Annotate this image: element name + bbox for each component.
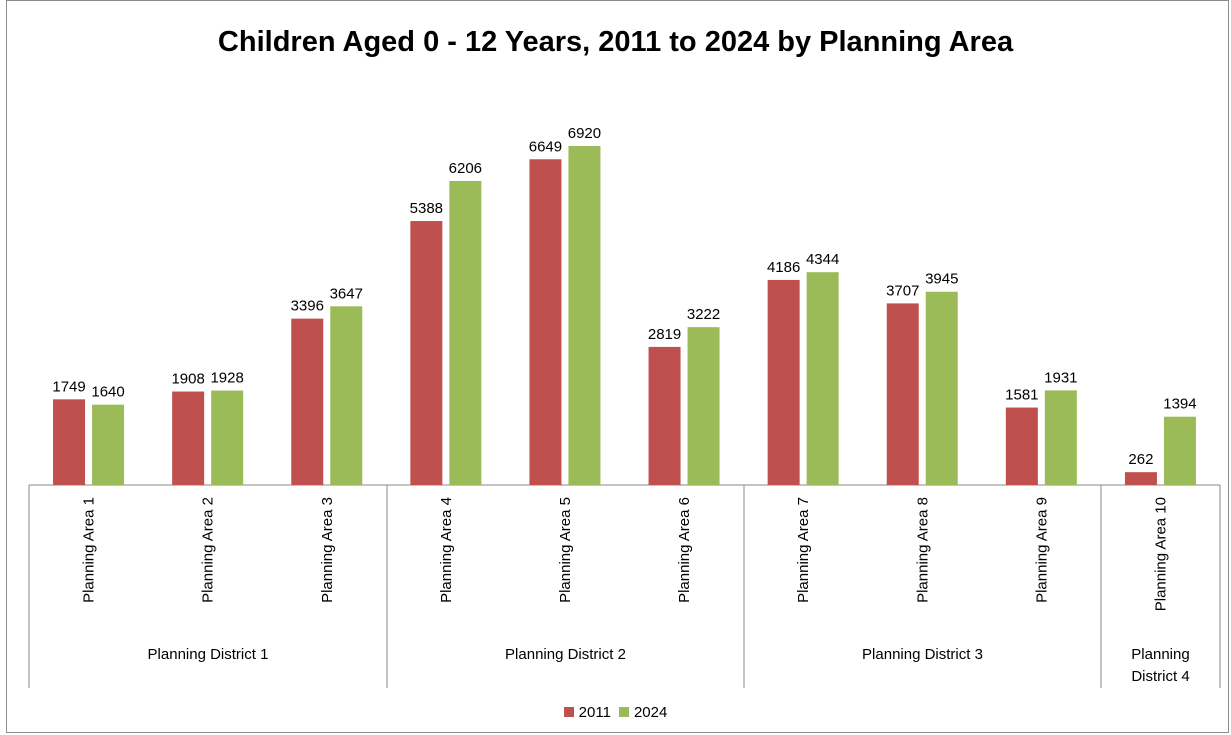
bar-2024 <box>925 291 958 485</box>
legend-swatch <box>618 707 629 717</box>
legend-item-2024: 2024 <box>618 704 668 721</box>
group-label: Planning District 2 <box>505 646 626 663</box>
group-label: District 4 <box>1131 668 1189 685</box>
bar-2011 <box>767 279 800 485</box>
bar-2011 <box>291 318 324 485</box>
category-label: Planning Area 10 <box>1152 497 1169 611</box>
legend-item-2011: 2011 <box>563 704 611 721</box>
data-label: 262 <box>1128 451 1153 468</box>
data-label: 1394 <box>1163 396 1196 413</box>
data-label: 1931 <box>1044 369 1077 386</box>
data-label: 1581 <box>1005 387 1038 404</box>
bar-2024 <box>687 327 720 485</box>
legend-label: 2011 <box>578 704 611 721</box>
data-label: 3945 <box>925 271 958 288</box>
bar-2024 <box>330 306 363 485</box>
category-label: Planning Area 9 <box>1033 497 1050 603</box>
data-label: 5388 <box>410 200 443 217</box>
legend-label: 2024 <box>633 704 668 721</box>
data-label: 1928 <box>210 370 243 387</box>
bar-2011 <box>172 391 205 485</box>
data-label: 3707 <box>886 282 919 299</box>
category-label: Planning Area 5 <box>557 497 574 603</box>
data-label: 6920 <box>568 125 601 142</box>
legend-swatch <box>563 707 574 717</box>
bar-2011 <box>1005 407 1038 485</box>
data-label: 3396 <box>291 298 324 315</box>
chart-frame <box>6 0 1229 733</box>
group-label: Planning District 3 <box>862 646 983 663</box>
data-label: 3222 <box>687 306 720 323</box>
category-label: Planning Area 6 <box>676 497 693 603</box>
data-label: 1749 <box>52 378 85 395</box>
bar-2024 <box>211 390 244 485</box>
data-label: 4344 <box>806 251 839 268</box>
category-label: Planning Area 2 <box>200 497 217 603</box>
bar-2024 <box>806 272 839 485</box>
bar-2011 <box>529 159 562 485</box>
legend: 2011 2024 <box>0 704 1231 721</box>
bar-2024 <box>568 145 601 485</box>
data-label: 2819 <box>648 326 681 343</box>
bar-2011 <box>53 399 86 485</box>
bar-2011 <box>886 303 919 485</box>
data-label: 6649 <box>529 138 562 155</box>
data-label: 6206 <box>449 160 482 177</box>
category-label: Planning Area 7 <box>795 497 812 603</box>
bar-2024 <box>92 404 125 485</box>
data-label: 1640 <box>91 384 124 401</box>
data-label: 3647 <box>330 285 363 302</box>
category-label: Planning Area 1 <box>81 497 98 603</box>
category-label: Planning Area 3 <box>319 497 336 603</box>
bar-2024 <box>1163 416 1196 485</box>
bar-2011 <box>410 221 443 486</box>
bar-2024 <box>1044 390 1077 485</box>
group-label: Planning District 1 <box>148 646 269 663</box>
bar-2011 <box>648 346 681 485</box>
bar-2024 <box>449 180 482 485</box>
bar-chart: 1749 1640 Planning Area 1 1908 1928 Planning … <box>28 125 1221 688</box>
bar-2011 <box>1124 472 1157 485</box>
chart-title: Children Aged 0 - 12 Years, 2011 to 2024… <box>217 26 1014 58</box>
group-label: Planning <box>1131 646 1189 663</box>
category-label: Planning Area 4 <box>438 497 455 603</box>
data-label: 4186 <box>767 259 800 276</box>
data-label: 1908 <box>171 371 204 388</box>
category-label: Planning Area 8 <box>914 497 931 603</box>
